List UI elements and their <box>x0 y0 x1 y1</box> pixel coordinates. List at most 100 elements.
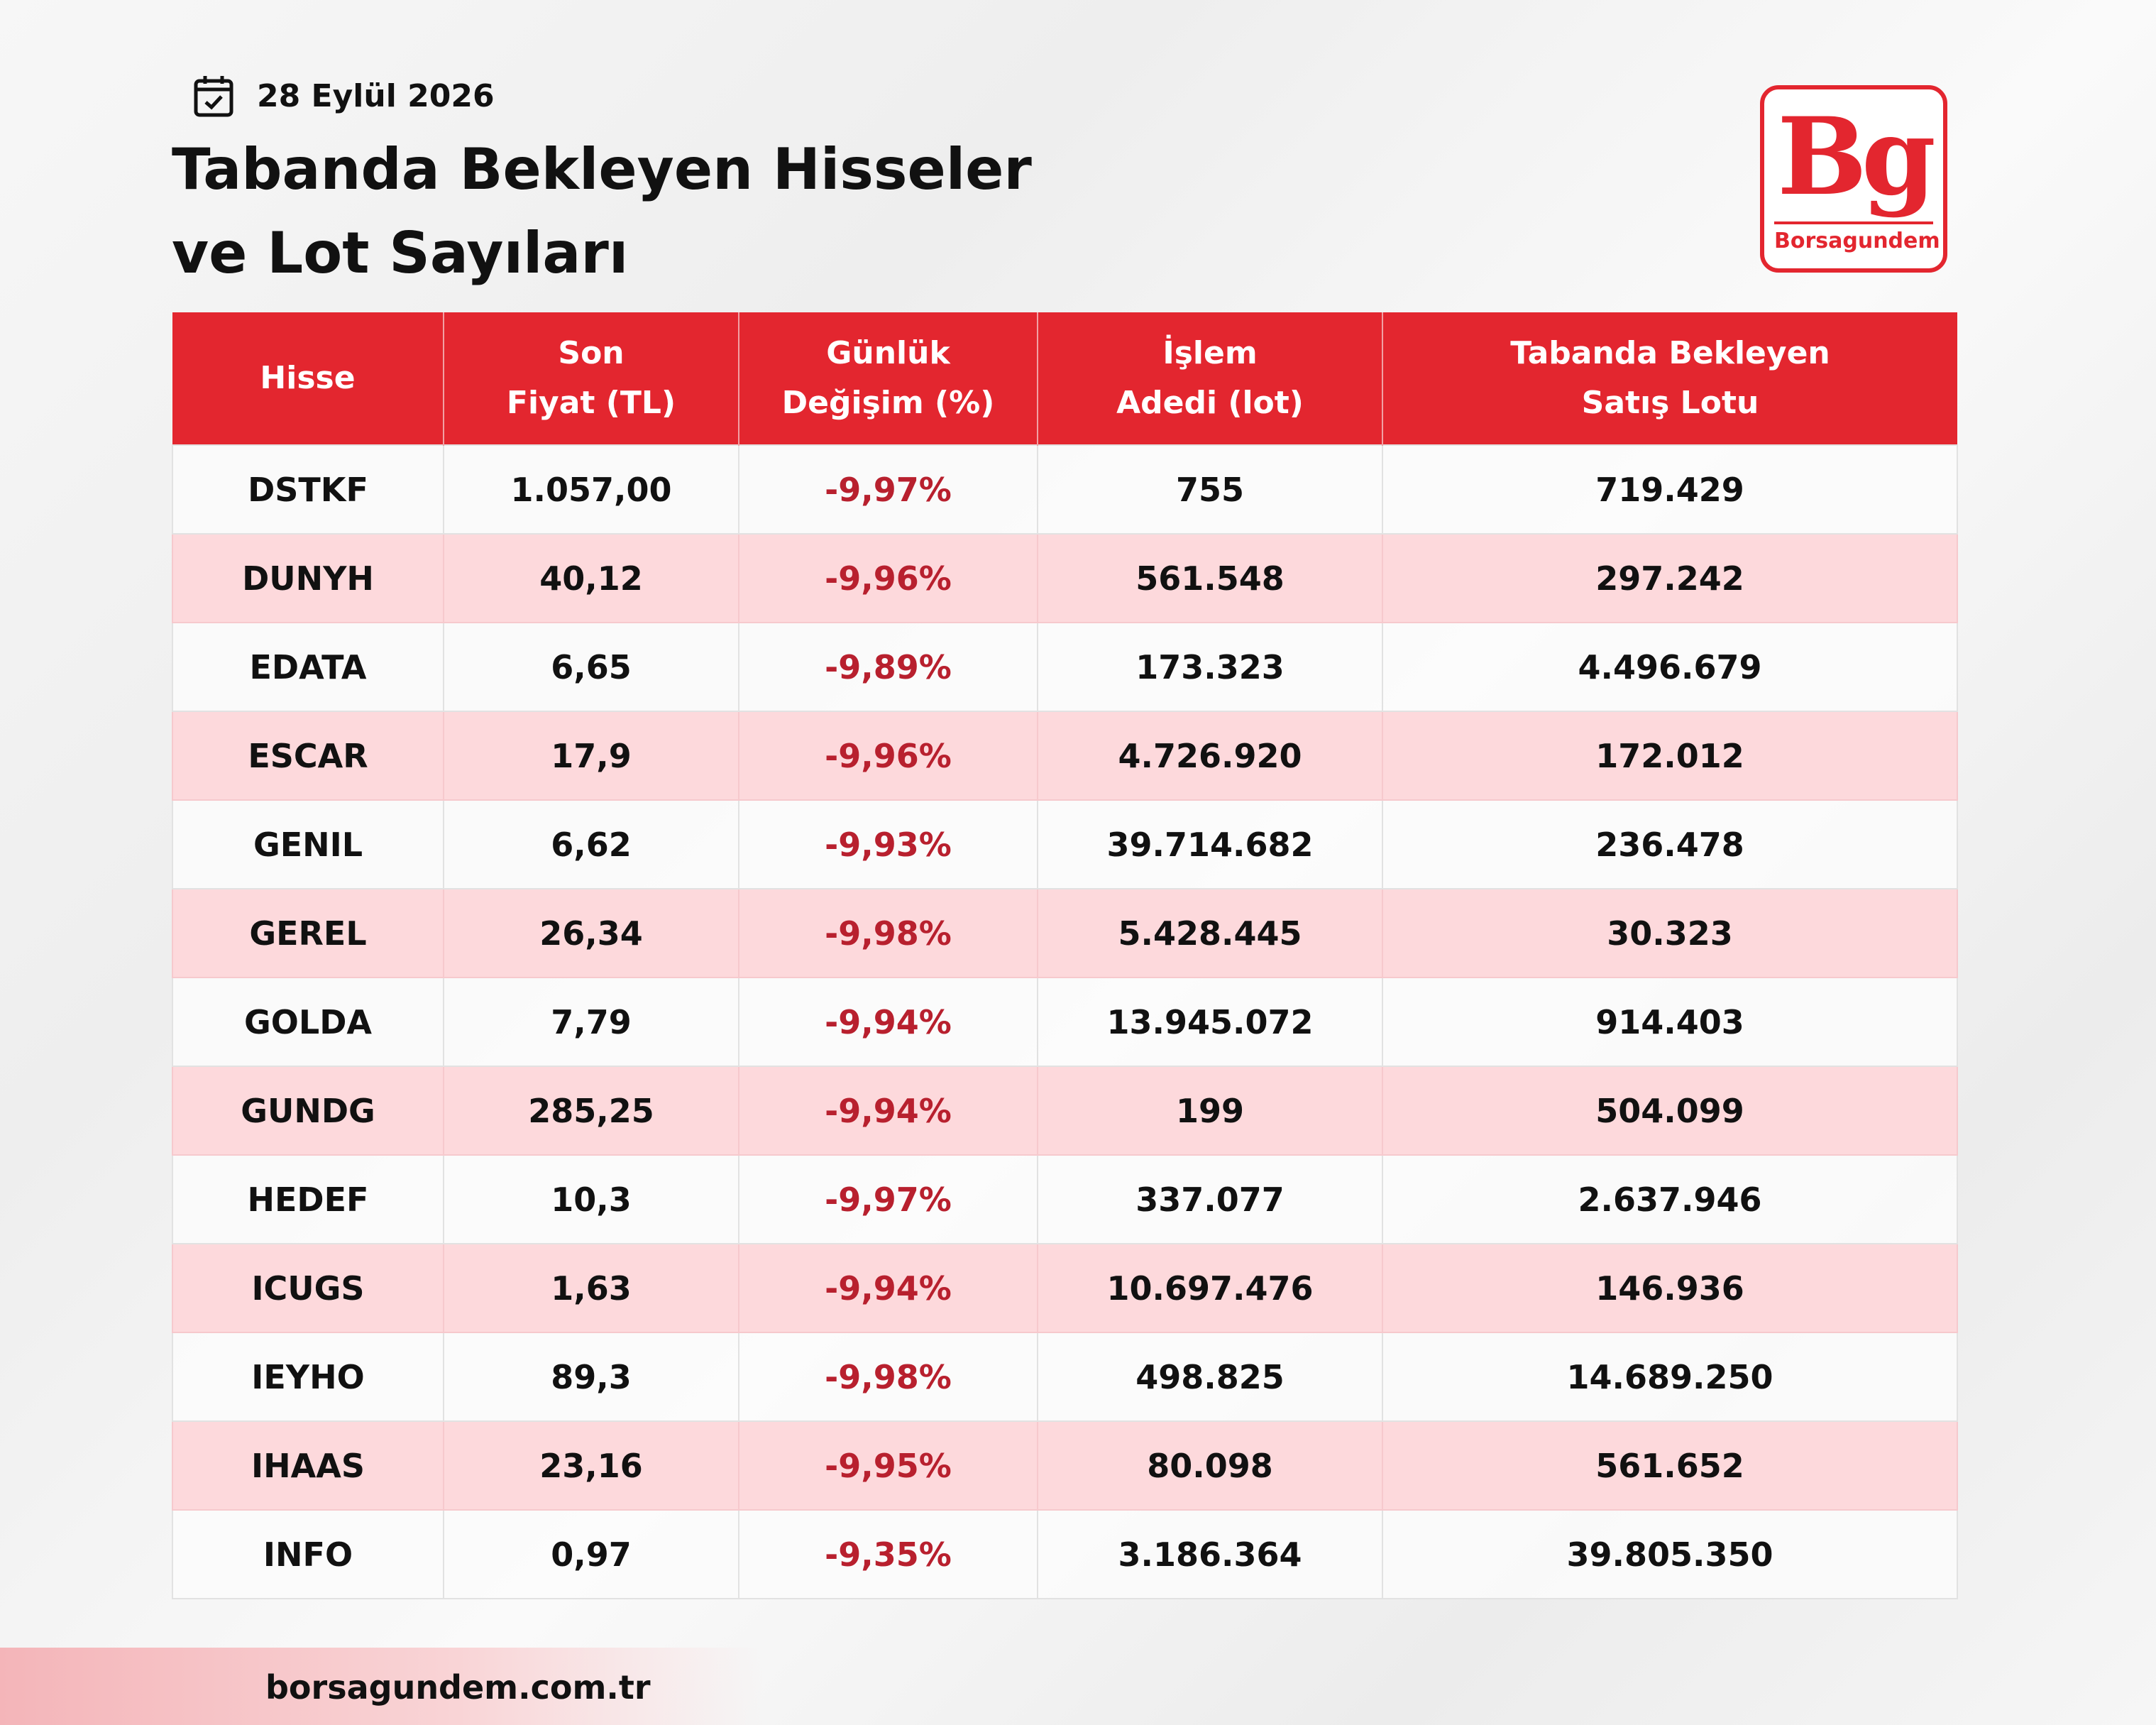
value-cell: 6,65 <box>443 622 739 712</box>
header-line: Günlük <box>826 335 950 371</box>
value-cell: 80.098 <box>1037 1420 1383 1511</box>
value-cell: 14.689.250 <box>1382 1332 1958 1422</box>
ticker-cell: DSTKF <box>172 444 444 535</box>
value-cell: 40,12 <box>443 533 739 623</box>
table-row: HEDEF 10,3 -9,97% 337.077 2.637.946 <box>172 1154 1958 1244</box>
table-row: ESCAR 17,9 -9,96% 4.726.920 172.012 <box>172 711 1958 801</box>
value-cell: 755 <box>1037 444 1383 535</box>
value-cell: -9,94% <box>738 1243 1038 1333</box>
value-cell: 561.548 <box>1037 533 1383 623</box>
logo: Bg Borsagundem <box>1760 85 1947 273</box>
ticker-cell: IEYHO <box>172 1332 444 1422</box>
header-line: Değişim (%) <box>781 385 995 421</box>
ticker-cell: GENIL <box>172 799 444 889</box>
value-cell: 1,63 <box>443 1243 739 1333</box>
value-cell: 337.077 <box>1037 1154 1383 1244</box>
value-cell: 236.478 <box>1382 799 1958 889</box>
value-cell: 4.496.679 <box>1382 622 1958 712</box>
value-cell: 5.428.445 <box>1037 888 1383 978</box>
table-row: GUNDG 285,25 -9,94% 199 504.099 <box>172 1066 1958 1156</box>
value-cell: 173.323 <box>1037 622 1383 712</box>
ticker-cell: GEREL <box>172 888 444 978</box>
value-cell: 199 <box>1037 1066 1383 1156</box>
value-cell: 1.057,00 <box>443 444 739 535</box>
calendar-icon <box>194 76 233 117</box>
value-cell: 23,16 <box>443 1420 739 1511</box>
value-cell: 13.945.072 <box>1037 977 1383 1067</box>
value-cell: 7,79 <box>443 977 739 1067</box>
value-cell: -9,93% <box>738 799 1038 889</box>
header-line: İşlem <box>1162 335 1258 371</box>
column-header: Günlük Değişim (%) <box>738 312 1038 445</box>
ticker-cell: GUNDG <box>172 1066 444 1156</box>
logo-mark: Bg <box>1777 94 1936 219</box>
table-row: GENIL 6,62 -9,93% 39.714.682 236.478 <box>172 799 1958 889</box>
header-line: Hisse <box>260 360 356 396</box>
title-line: Tabanda Bekleyen Hisseler <box>172 136 1032 202</box>
value-cell: 2.637.946 <box>1382 1154 1958 1244</box>
value-cell: 285,25 <box>443 1066 739 1156</box>
value-cell: 30.323 <box>1382 888 1958 978</box>
value-cell: 3.186.364 <box>1037 1509 1383 1599</box>
value-cell: -9,96% <box>738 533 1038 623</box>
table-row: DUNYH 40,12 -9,96% 561.548 297.242 <box>172 533 1958 623</box>
ticker-cell: INFO <box>172 1509 444 1599</box>
table-row: ICUGS 1,63 -9,94% 10.697.476 146.936 <box>172 1243 1958 1333</box>
value-cell: -9,95% <box>738 1420 1038 1511</box>
column-header: İşlem Adedi (lot) <box>1037 312 1382 445</box>
ticker-cell: DUNYH <box>172 533 444 623</box>
table-body: DSTKF 1.057,00 -9,97% 755 719.429 DUNYH 40,12-… <box>172 444 1958 1599</box>
value-cell: 39.805.350 <box>1382 1509 1958 1599</box>
value-cell: -9,98% <box>738 1332 1038 1422</box>
table-row: IEYHO 89,3 -9,98% 498.825 14.689.250 <box>172 1332 1958 1422</box>
value-cell: -9,98% <box>738 888 1038 978</box>
value-cell: 172.012 <box>1382 711 1958 801</box>
value-cell: 719.429 <box>1382 444 1958 535</box>
ticker-cell: HEDEF <box>172 1154 444 1244</box>
value-cell: 146.936 <box>1382 1243 1958 1333</box>
value-cell: 4.726.920 <box>1037 711 1383 801</box>
value-cell: -9,96% <box>738 711 1038 801</box>
ticker-cell: EDATA <box>172 622 444 712</box>
header-line: Satış Lotu <box>1581 385 1759 421</box>
column-header: Son Fiyat (TL) <box>443 312 739 445</box>
ticker-cell: IHAAS <box>172 1420 444 1511</box>
table-row: INFO 0,97 -9,35% 3.186.364 39.805.350 <box>172 1509 1958 1599</box>
table-row: IHAAS 23,16 -9,95% 80.098 561.652 <box>172 1420 1958 1511</box>
column-header: Tabanda Bekleyen Satış Lotu <box>1382 312 1957 445</box>
value-cell: -9,35% <box>738 1509 1038 1599</box>
value-cell: 498.825 <box>1037 1332 1383 1422</box>
value-cell: 297.242 <box>1382 533 1958 623</box>
value-cell: -9,97% <box>738 1154 1038 1244</box>
table-row: DSTKF 1.057,00 -9,97% 755 719.429 <box>172 444 1958 535</box>
table-row: EDATA 6,65 -9,89% 173.323 4.496.679 <box>172 622 1958 712</box>
value-cell: 26,34 <box>443 888 739 978</box>
value-cell: -9,97% <box>738 444 1038 535</box>
value-cell: 10.697.476 <box>1037 1243 1383 1333</box>
value-cell: 39.714.682 <box>1037 799 1383 889</box>
value-cell: 914.403 <box>1382 977 1958 1067</box>
value-cell: 10,3 <box>443 1154 739 1244</box>
footer-bar <box>0 1648 763 1725</box>
value-cell: 0,97 <box>443 1509 739 1599</box>
logo-name: Borsagundem <box>1774 221 1940 253</box>
ticker-cell: ICUGS <box>172 1243 444 1333</box>
value-cell: -9,89% <box>738 622 1038 712</box>
footer-url: borsagundem.com.tr <box>265 1668 651 1707</box>
stock-table: Hisse Son Fiyat (TL) Günlük Değişim (%) İşlem… <box>172 312 1958 1599</box>
header-line: Tabanda Bekleyen <box>1510 335 1830 371</box>
header-line: Fiyat (TL) <box>506 385 676 421</box>
header-line: Adedi (lot) <box>1116 385 1304 421</box>
title: Tabanda Bekleyen Hisseler ve Lot Sayıları <box>172 128 1032 295</box>
ticker-cell: GOLDA <box>172 977 444 1067</box>
value-cell: 561.652 <box>1382 1420 1958 1511</box>
value-cell: 17,9 <box>443 711 739 801</box>
table-row: GEREL 26,34 -9,98% 5.428.445 30.323 <box>172 888 1958 978</box>
header-line: Son <box>558 335 625 371</box>
title-line: ve Lot Sayıları <box>172 220 629 286</box>
value-cell: 504.099 <box>1382 1066 1958 1156</box>
column-header: Hisse <box>172 312 444 445</box>
ticker-cell: ESCAR <box>172 711 444 801</box>
value-cell: 89,3 <box>443 1332 739 1422</box>
